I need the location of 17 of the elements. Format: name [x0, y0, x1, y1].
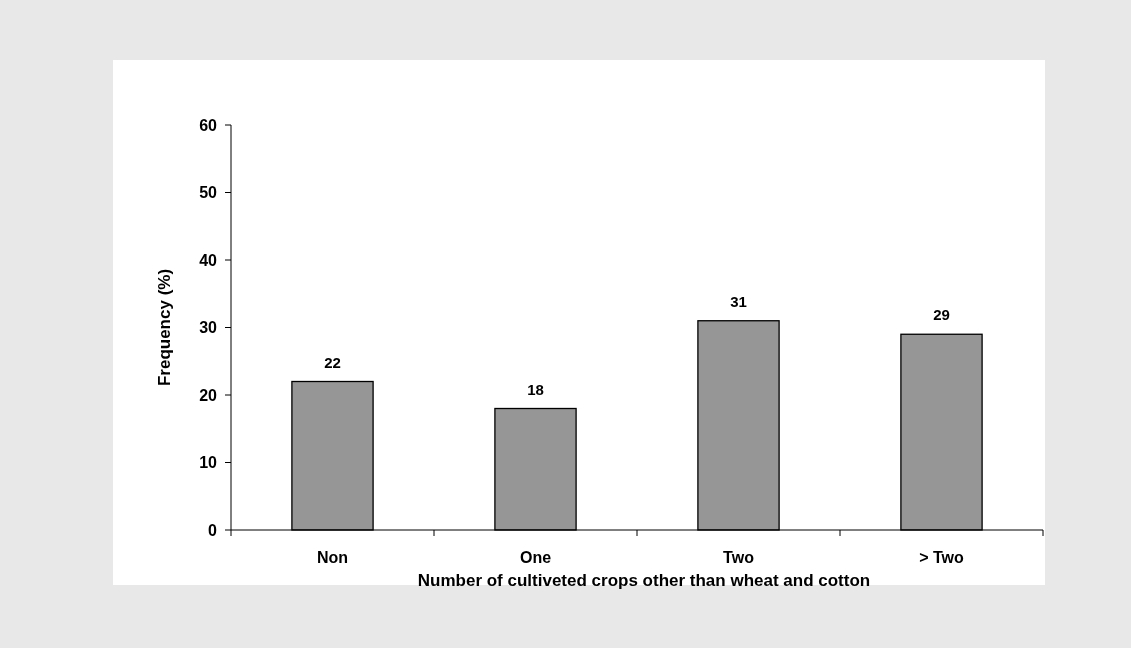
- y-tick-label: 10: [199, 454, 218, 472]
- data-label: 29: [933, 306, 950, 324]
- x-tick-label: > Two: [919, 549, 965, 566]
- data-label: 18: [527, 380, 544, 398]
- y-tick-label: 30: [199, 319, 218, 337]
- data-label: 22: [324, 353, 341, 371]
- x-tick-label: Non: [316, 549, 349, 566]
- y-tick-label: 0: [208, 521, 218, 539]
- data-label: 31: [730, 292, 747, 310]
- y-tick-label: 20: [199, 386, 218, 404]
- x-axis-title: Number of cultiveted crops other than wheat and cotton: [417, 571, 871, 590]
- y-axis-title: Frequency (%): [155, 268, 174, 387]
- y-tick-label: 40: [199, 251, 218, 269]
- y-tick-label: 60: [199, 116, 218, 134]
- y-tick-label: 50: [199, 184, 218, 202]
- x-tick-label: One: [519, 549, 552, 566]
- x-tick-label: Two: [723, 549, 755, 566]
